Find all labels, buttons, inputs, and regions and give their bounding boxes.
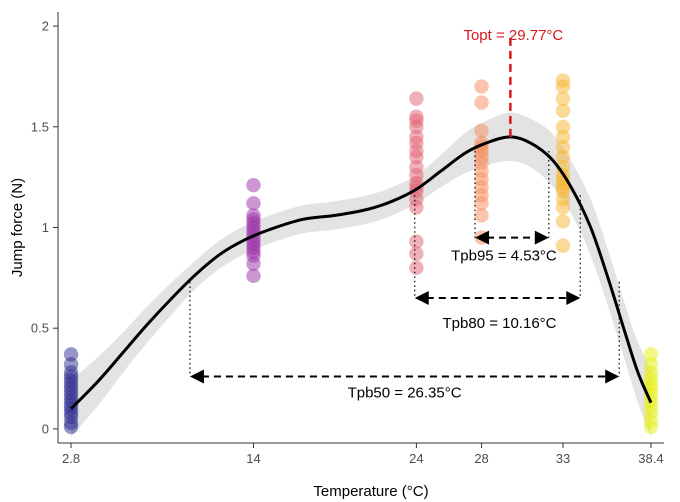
data-point [409, 91, 424, 106]
data-point [474, 79, 489, 94]
breadth-label: Tpb50 = 26.35°C [348, 385, 462, 402]
confidence-band [71, 112, 651, 437]
data-point [555, 129, 571, 145]
y-tick-label: 0 [42, 421, 49, 436]
data-point [555, 238, 571, 253]
data-point [555, 73, 571, 88]
data-point [409, 129, 424, 145]
data-point [409, 159, 424, 175]
y-axis-title: Jump force (N) [9, 178, 26, 277]
x-tick-label: 28 [474, 451, 488, 466]
data-point [555, 119, 571, 134]
x-tick-label: 14 [246, 451, 260, 466]
arrow-left-icon [414, 290, 429, 305]
data-point [643, 357, 659, 372]
x-tick-label: 38.4 [638, 451, 663, 466]
data-point [555, 91, 571, 106]
y-tick-label: 2 [42, 19, 49, 34]
topt-label: Topt = 29.77°C [463, 27, 563, 44]
arrow-right-icon [566, 290, 581, 305]
x-axis-title: Temperature (°C) [313, 483, 428, 500]
x-tick-label: 33 [556, 451, 570, 466]
arrow-right-icon [534, 230, 549, 245]
data-point [409, 109, 424, 124]
data-point [409, 260, 424, 275]
data-point [63, 357, 79, 372]
data-point [555, 214, 571, 229]
data-point [409, 246, 424, 261]
x-tick-label: 24 [409, 451, 423, 466]
data-point [246, 208, 261, 223]
data-point [474, 208, 489, 223]
data-point [63, 347, 79, 362]
y-tick-label: 0.5 [31, 321, 49, 336]
y-tick-label: 1 [42, 220, 49, 235]
data-point [246, 178, 261, 193]
data-point [474, 123, 489, 139]
data-point [555, 149, 571, 165]
breadth-label: Tpb80 = 10.16°C [443, 315, 557, 332]
data-point [409, 234, 424, 249]
arrow-left-icon [475, 230, 490, 245]
data-point [555, 139, 571, 155]
breadth-label: Tpb95 = 4.53°C [451, 248, 557, 265]
y-tick-label: 1.5 [31, 119, 49, 134]
data-point [643, 347, 659, 362]
x-tick-label: 2.8 [62, 451, 80, 466]
data-point [474, 95, 489, 110]
data-point [246, 268, 261, 284]
arrow-left-icon [189, 369, 204, 384]
data-point [246, 196, 261, 211]
fitted-curve [69, 135, 653, 410]
arrow-right-icon [605, 369, 620, 384]
data-point [555, 103, 571, 118]
